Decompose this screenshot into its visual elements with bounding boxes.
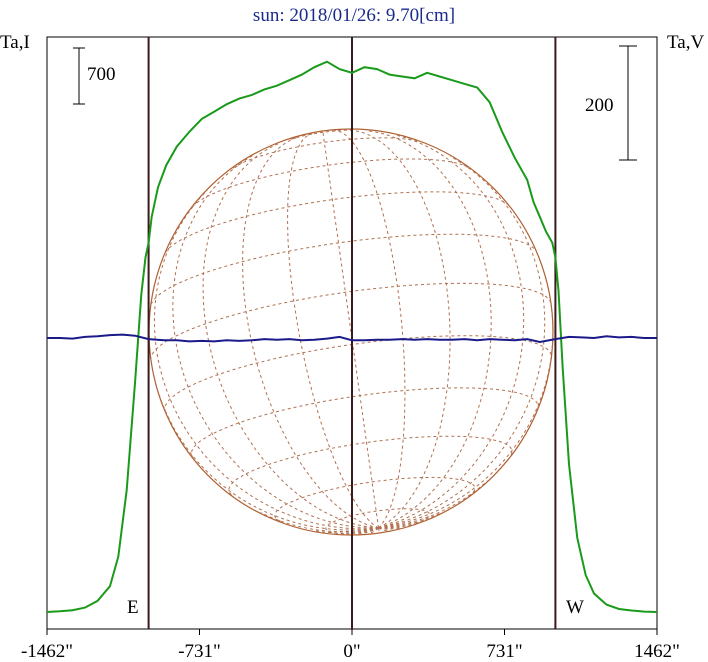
latitude-line	[228, 435, 513, 496]
longitude-line	[153, 189, 379, 530]
x-tick-label: 1462"	[634, 641, 680, 662]
x-tick-label: -731"	[178, 641, 221, 662]
longitude-line	[378, 512, 441, 529]
longitude-line	[378, 527, 400, 530]
longitude-line	[242, 136, 379, 529]
longitude-line	[150, 360, 379, 531]
latitude-line	[232, 137, 420, 169]
longitude-line	[202, 142, 379, 529]
longitude-line	[260, 512, 379, 532]
latitude-line	[325, 508, 430, 535]
longitude-line	[378, 527, 380, 532]
latitude-line	[164, 335, 552, 413]
series-layer	[46, 60, 658, 613]
latitude-line	[191, 387, 539, 459]
longitude-line	[378, 523, 416, 529]
solar-disk	[148, 128, 554, 536]
scale-bar-right-label: 200	[585, 95, 614, 116]
longitude-line	[367, 130, 492, 529]
west-label: W	[566, 597, 584, 618]
longitude-line	[315, 527, 379, 534]
x-tick-label: -1462"	[21, 641, 73, 662]
longitude-line	[378, 527, 388, 531]
longitude-line	[378, 480, 489, 529]
right-axis-label: Ta,V	[667, 32, 704, 53]
latitude-line	[150, 233, 536, 305]
x-tick-label: 731"	[486, 641, 522, 662]
longitude-line	[287, 133, 379, 529]
longitude-line	[322, 132, 380, 529]
latitude-line	[274, 476, 476, 522]
left-axis-label: Ta,I	[0, 32, 30, 53]
series-line-polarization	[47, 333, 657, 344]
scale-bar-right: 200	[585, 45, 637, 161]
chart-title: sun: 2018/01/26: 9.70[cm]	[253, 5, 455, 26]
longitude-line	[378, 134, 525, 529]
latitude-line	[150, 282, 552, 361]
x-tick-label: 0"	[343, 641, 360, 662]
longitude-line	[333, 130, 406, 529]
limb-markers	[147, 37, 557, 629]
scale-bar-left: 700	[73, 47, 116, 105]
longitude-line	[378, 155, 546, 529]
scale-bar-left-label: 700	[87, 64, 116, 85]
series-line-intensity	[46, 60, 658, 613]
longitude-line	[348, 129, 451, 529]
x-axis-ticks: -1462" -731" 0" 731" 1462"	[21, 629, 680, 662]
longitude-line	[378, 303, 554, 529]
solar-coordinate-grid	[150, 129, 554, 535]
east-label: E	[127, 597, 139, 618]
latitude-line	[164, 191, 508, 253]
latitude-line	[290, 129, 356, 140]
